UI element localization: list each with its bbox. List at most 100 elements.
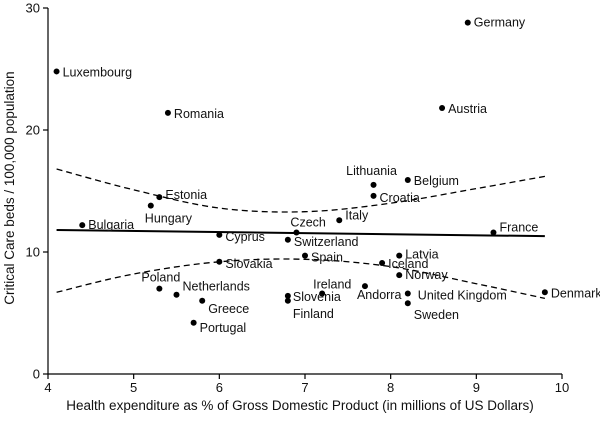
x-tick-label: 8 bbox=[387, 380, 394, 395]
data-point-iceland: Iceland bbox=[379, 257, 428, 271]
point-label: Italy bbox=[345, 208, 369, 222]
point-label: Greece bbox=[208, 302, 249, 316]
point-label: Ireland bbox=[313, 277, 351, 291]
point-marker bbox=[216, 258, 223, 265]
point-marker bbox=[396, 272, 403, 279]
data-point-portugal: Portugal bbox=[190, 319, 247, 335]
point-label: Bulgaria bbox=[88, 218, 134, 232]
data-point-lithuania: Lithuania bbox=[346, 164, 397, 188]
data-point-romania: Romania bbox=[164, 107, 224, 121]
y-tick-label: 20 bbox=[26, 123, 40, 138]
ticks: 4 5 6 7 8 9 10 0 10 20 30 bbox=[26, 1, 570, 396]
data-point-estonia: Estonia bbox=[156, 188, 207, 202]
data-point-italy: Italy bbox=[336, 208, 369, 224]
point-label: Romania bbox=[174, 107, 224, 121]
point-label: Iceland bbox=[388, 257, 428, 271]
data-point-slovenia: Slovenia bbox=[284, 290, 341, 304]
data-point-belgium: Belgium bbox=[404, 174, 459, 188]
point-marker bbox=[370, 192, 377, 199]
point-marker bbox=[464, 19, 471, 26]
data-point-czech: Czech bbox=[290, 215, 326, 236]
point-label: Lithuania bbox=[346, 164, 397, 178]
point-marker bbox=[302, 252, 308, 259]
point-marker bbox=[156, 194, 163, 201]
point-marker bbox=[284, 236, 291, 243]
point-label: Germany bbox=[474, 16, 526, 30]
x-tick-label: 5 bbox=[130, 380, 137, 395]
point-label: Croatia bbox=[380, 191, 420, 205]
data-point-slovakia: Slovakia bbox=[216, 257, 273, 271]
point-label: Sweden bbox=[414, 308, 459, 322]
data-point-cyprus: Cyprus bbox=[216, 230, 265, 244]
x-tick-label: 10 bbox=[555, 380, 569, 395]
point-marker bbox=[404, 177, 411, 184]
point-label: Switzerland bbox=[294, 235, 359, 249]
point-marker bbox=[361, 283, 368, 290]
x-tick-label: 9 bbox=[473, 380, 480, 395]
point-marker bbox=[147, 202, 154, 209]
point-label: Netherlands bbox=[183, 280, 250, 294]
point-marker bbox=[164, 109, 171, 116]
point-label: Czech bbox=[290, 215, 325, 229]
fit-curves bbox=[56, 168, 546, 300]
point-marker bbox=[53, 68, 60, 75]
point-label: Finland bbox=[293, 307, 334, 321]
point-marker bbox=[216, 231, 223, 238]
data-point-andorra: Andorra bbox=[357, 283, 401, 302]
data-point-croatia: Croatia bbox=[370, 191, 420, 205]
regression-line bbox=[56, 229, 545, 238]
point-marker bbox=[396, 252, 403, 259]
x-tick-label: 6 bbox=[216, 380, 223, 395]
y-tick-label: 0 bbox=[33, 367, 40, 382]
point-label: Belgium bbox=[414, 174, 459, 188]
point-marker bbox=[404, 290, 411, 297]
point-label: United Kingdom bbox=[418, 288, 507, 302]
data-point-switzerland: Switzerland bbox=[284, 235, 359, 249]
data-point-denmark: Denmark bbox=[541, 286, 600, 300]
point-label: Portugal bbox=[200, 321, 247, 335]
data-point-sweden: Sweden bbox=[404, 300, 459, 322]
point-label: Luxembourg bbox=[63, 65, 133, 79]
point-marker bbox=[319, 290, 326, 297]
data-point-luxembourg: Luxembourg bbox=[53, 65, 133, 79]
x-axis-title: Health expenditure as % of Gross Domesti… bbox=[66, 398, 533, 413]
data-point-france: France bbox=[490, 220, 538, 236]
point-marker bbox=[284, 297, 291, 304]
x-tick-label: 7 bbox=[301, 380, 308, 395]
data-point-spain: Spain bbox=[302, 251, 343, 265]
data-point-poland: Poland bbox=[141, 271, 180, 292]
point-marker bbox=[336, 217, 343, 224]
point-label: Spain bbox=[311, 251, 343, 265]
point-marker bbox=[439, 105, 446, 112]
data-point-bulgaria: Bulgaria bbox=[79, 218, 134, 232]
y-axis-title: Critical Care beds / 100,000 population bbox=[2, 71, 17, 304]
lower-confidence-band bbox=[56, 258, 546, 300]
point-marker bbox=[156, 285, 163, 292]
x-tick-label: 4 bbox=[44, 380, 51, 395]
point-marker bbox=[284, 292, 291, 299]
data-points: Germany Luxembourg Austria Romania Belgium Li… bbox=[53, 16, 600, 335]
point-label: Norway bbox=[405, 268, 448, 282]
point-marker bbox=[541, 289, 548, 296]
data-point-germany: Germany bbox=[464, 16, 526, 30]
point-marker bbox=[79, 222, 86, 229]
point-marker bbox=[404, 300, 411, 307]
point-label: Hungary bbox=[145, 212, 193, 226]
point-label: Cyprus bbox=[225, 230, 265, 244]
data-point-hungary: Hungary bbox=[145, 202, 193, 226]
data-point-austria: Austria bbox=[439, 102, 487, 116]
point-marker bbox=[370, 181, 377, 188]
data-point-norway: Norway bbox=[396, 268, 448, 282]
point-label: Estonia bbox=[165, 188, 207, 202]
data-point-finland: Finland bbox=[284, 297, 334, 321]
point-label: France bbox=[499, 220, 538, 234]
data-point-ireland: Ireland bbox=[313, 277, 351, 297]
point-marker bbox=[490, 229, 497, 236]
point-label: Latvia bbox=[405, 248, 438, 262]
point-marker bbox=[190, 319, 197, 326]
data-point-latvia: Latvia bbox=[396, 248, 439, 262]
point-marker bbox=[173, 291, 180, 298]
point-label: Slovenia bbox=[293, 290, 341, 304]
